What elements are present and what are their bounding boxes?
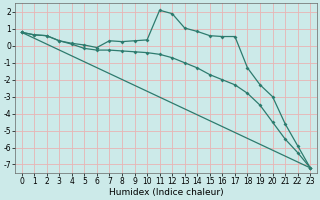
- X-axis label: Humidex (Indice chaleur): Humidex (Indice chaleur): [108, 188, 223, 197]
